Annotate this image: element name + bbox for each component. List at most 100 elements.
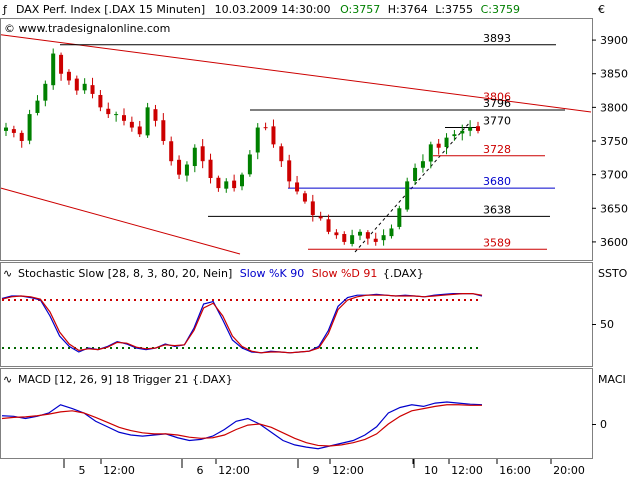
price-level-label: 3893: [483, 32, 511, 45]
candle-body: [365, 232, 370, 239]
time-tick-label: 12:00: [103, 464, 135, 477]
candle-body: [310, 201, 315, 215]
candle-body: [35, 100, 40, 113]
time-tick-label: 12:00: [218, 464, 250, 477]
candle-body: [200, 146, 205, 162]
candle-body: [476, 126, 480, 131]
candle-body: [27, 114, 32, 141]
low-value: L:3755: [435, 3, 473, 16]
macd-tick-label: 0: [600, 418, 607, 431]
price-level-label: 3796: [483, 97, 511, 110]
candle-body: [161, 120, 166, 141]
price-tick-label: 3900: [600, 34, 628, 47]
candle-body: [129, 121, 134, 128]
candle-body: [420, 161, 425, 168]
candle-body: [240, 174, 244, 187]
stochastic-legend: ∿ Stochastic Slow [28, 8, 3, 80, 20, Nei…: [3, 267, 424, 280]
macd-wave-icon: ∿: [3, 373, 12, 386]
time-tick-label: 20:00: [553, 464, 585, 477]
chart-header: ƒ DAX Perf. Index [.DAX 15 Minuten] 10.0…: [2, 3, 605, 16]
candle-body: [373, 238, 378, 242]
stochastic-axis-label: SSTO: [598, 267, 628, 280]
candle-body: [358, 231, 362, 236]
price-tick-label: 3700: [600, 169, 628, 182]
candle-body: [381, 235, 386, 241]
macd-plot: [1, 401, 483, 450]
macd-panel-frame: [0, 368, 593, 459]
svg-text:Stochastic Slow [28, 8, 3, 80,: Stochastic Slow [28, 8, 3, 80, 20, Nein]…: [18, 267, 424, 280]
candle-body: [74, 78, 79, 91]
candle-body: [208, 159, 213, 178]
price-level-label: 3728: [483, 143, 511, 156]
candle-body: [287, 160, 292, 182]
price-level-label: 3680: [483, 175, 511, 188]
candle-body: [279, 146, 284, 162]
price-level-label: 3589: [483, 236, 511, 249]
svg-text:DAX Perf. Index [.DAX 15 Minu: DAX Perf. Index [.DAX 15 Minuten] 10.03.…: [16, 3, 520, 16]
candle-body: [232, 180, 237, 189]
pencil-icon[interactable]: ƒ: [2, 3, 8, 16]
candle-body: [397, 208, 402, 227]
stochastic-tick-label: 50: [600, 318, 614, 331]
datetime-label: 10.03.2009 14:30:00: [215, 3, 331, 16]
candle-body: [436, 143, 441, 148]
stochastic-k-name: Slow %K 90: [240, 267, 304, 280]
candle-body: [255, 127, 260, 153]
candle-body: [216, 177, 221, 189]
stochastic-d-line: [1, 293, 483, 354]
price-tick-label: 3600: [600, 236, 628, 249]
candle-body: [224, 181, 229, 189]
candle-body: [468, 127, 473, 131]
candle-body: [271, 126, 276, 145]
candle-body: [405, 181, 410, 210]
candle-body: [59, 54, 64, 74]
candle-body: [106, 108, 111, 115]
macd-legend: ∿ MACD [12, 26, 9] 18 Trigger 21 {.DAX}: [3, 373, 233, 386]
candle-body: [192, 147, 197, 167]
stochastic-wave-icon: ∿: [3, 267, 12, 280]
price-level-label: 3770: [483, 115, 511, 128]
time-tick-label: 9: [313, 464, 320, 477]
candle-body: [389, 228, 394, 237]
price-axis: 3900 3850 3800 3750 3700 3650 3600: [592, 34, 628, 249]
time-tick-label: 12:00: [332, 464, 364, 477]
instrument-label: DAX Perf. Index [.DAX 15 Minuten]: [16, 3, 205, 16]
stochastic-d-name: Slow %D 91: [312, 267, 378, 280]
candle-body: [169, 141, 174, 162]
candle-body: [145, 107, 150, 136]
price-level-label: 3806: [483, 90, 511, 103]
price-level-label: 3638: [483, 203, 511, 216]
price-tick-label: 3800: [600, 101, 628, 114]
candle-body: [350, 235, 355, 244]
candle-body: [114, 114, 119, 116]
candle-body: [90, 85, 95, 94]
candle-body: [66, 71, 71, 81]
candle-body: [263, 127, 268, 129]
candle-body: [460, 130, 465, 134]
high-value: H:3764: [388, 3, 428, 16]
stochastic-plot: [1, 293, 483, 354]
candle-body: [11, 129, 16, 133]
candle-body: [318, 216, 323, 219]
candle-body: [177, 159, 182, 175]
lower-channel-line: [0, 187, 241, 255]
candle-body: [19, 132, 24, 141]
candle-body: [428, 144, 433, 162]
candle-body: [43, 83, 48, 101]
candle-body: [295, 182, 300, 192]
price-panel-frame: [0, 18, 593, 261]
candle-body: [413, 167, 418, 181]
candle-body: [122, 115, 126, 121]
candle-body: [82, 83, 87, 91]
candle-body: [184, 164, 189, 176]
candle-body: [4, 127, 8, 131]
time-tick-label: 6: [197, 464, 204, 477]
candle-body: [334, 232, 339, 236]
macd-title: MACD [12, 26, 9] 18 Trigger 21 {.DAX}: [18, 373, 233, 386]
candle-body: [51, 53, 56, 86]
candle-body: [98, 94, 103, 108]
candle-body: [153, 109, 158, 121]
close-value: C:3759: [481, 3, 520, 16]
open-value: O:3757: [340, 3, 380, 16]
